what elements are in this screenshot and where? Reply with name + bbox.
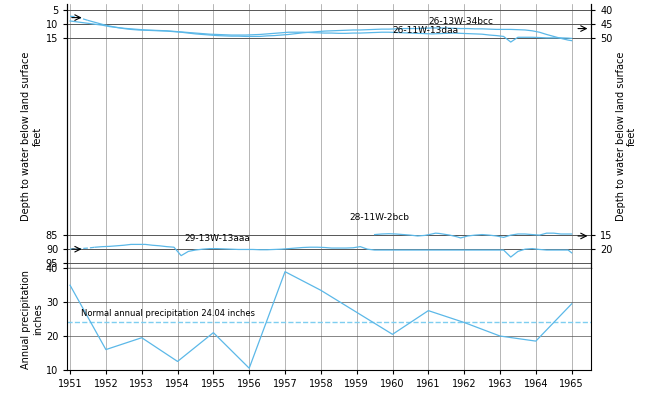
Text: 28-11W-2bcb: 28-11W-2bcb	[349, 213, 409, 222]
Y-axis label: Annual precipitation
inches: Annual precipitation inches	[22, 270, 43, 369]
Text: Normal annual precipitation 24.04 inches: Normal annual precipitation 24.04 inches	[81, 309, 255, 319]
Y-axis label: Depth to water below land surface
feet: Depth to water below land surface feet	[22, 51, 43, 221]
Y-axis label: Depth to water below land surface
feet: Depth to water below land surface feet	[616, 51, 637, 221]
Text: 29-13W-13aaa: 29-13W-13aaa	[185, 234, 251, 243]
Text: 26-11W-13daa: 26-11W-13daa	[392, 26, 459, 35]
Text: 26-13W-34bcc: 26-13W-34bcc	[428, 17, 493, 26]
